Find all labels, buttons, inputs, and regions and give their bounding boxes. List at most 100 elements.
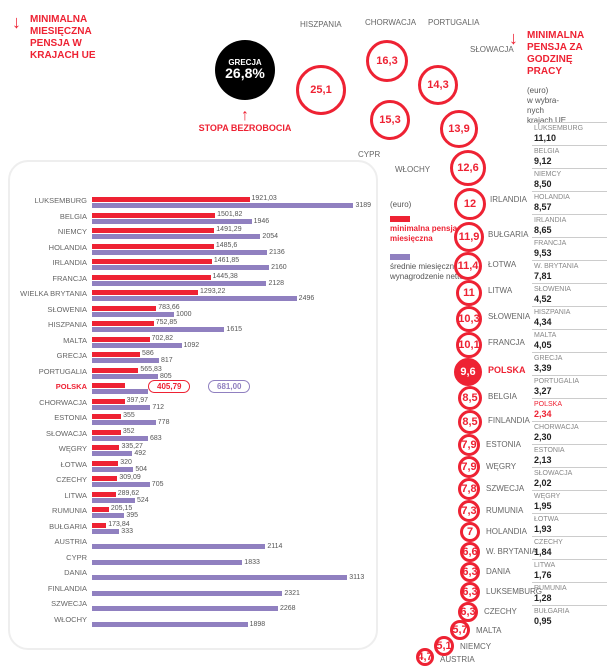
hourly-value: 3,39 [534,363,607,373]
hourly-row: LUKSEMBURG11,10 [532,122,607,145]
hourly-row: POLSKA2,34 [532,398,607,421]
hourly-country: W. BRYTANIA [534,263,607,271]
bubble-label: AUSTRIA [440,655,475,664]
bubble-label: RUMUNIA [486,506,523,515]
bubble-label: CHORWACJA [365,18,416,27]
hourly-row: GRECJA3,39 [532,352,607,375]
hourly-country: RUMUNIA [534,585,607,593]
bubble: 12 [454,188,486,220]
hourly-row: BELGIA9,12 [532,145,607,168]
hourly-country: ESTONIA [534,447,607,455]
hourly-country: LITWA [534,562,607,570]
bubble-label: SZWECJA [486,484,524,493]
hourly-value: 8,65 [534,225,607,235]
bubble-label: NIEMCY [460,642,491,651]
bubble: 7 [460,522,480,542]
bubble: 12,6 [450,150,486,186]
bubble-label: MALTA [476,626,501,635]
hourly-row: SŁOWACJA2,02 [532,467,607,490]
bubble-label: FINLANDIA [488,416,530,425]
hourly-country: CZECHY [534,539,607,547]
hourly-value: 9,53 [534,248,607,258]
bubble: 15,3 [370,100,410,140]
bubble: 6,3 [458,602,478,622]
hourly-country: HOLANDIA [534,194,607,202]
hourly-row: ESTONIA2,13 [532,444,607,467]
hourly-country: FRANCJA [534,240,607,248]
bubble-label: PORTUGALIA [428,18,479,27]
hourly-row: WĘGRY1,95 [532,490,607,513]
bubble: 4,7 [416,648,434,666]
hourly-value: 0,95 [534,616,607,626]
bubble-label: HISZPANIA [300,20,342,29]
bubble: 25,1 [296,65,346,115]
hourly-value: 8,57 [534,202,607,212]
bubble-label: SŁOWACJA [470,45,514,54]
hourly-value: 4,34 [534,317,607,327]
bubble-label: FRANCJA [488,338,525,347]
bubble-label: WŁOCHY [395,165,430,174]
hourly-row: SŁOWENIA4,52 [532,283,607,306]
title-right: ↓ MINIMALNA PENSJA ZA GODZINĘ PRACY [527,30,605,78]
bubble-label: LITWA [488,286,512,295]
bubble-label: HOLANDIA [486,527,527,536]
hourly-row: NIEMCY8,50 [532,168,607,191]
hourly-value: 2,30 [534,432,607,442]
hourly-country: PORTUGALIA [534,378,607,386]
hourly-country: POLSKA [534,401,607,409]
bubble: 8,5 [458,386,482,410]
hourly-row: MALTA4,05 [532,329,607,352]
hourly-country: CHORWACJA [534,424,607,432]
bubble-label: DANIA [486,567,510,576]
hourly-country: BELGIA [534,148,607,156]
hourly-row: CHORWACJA2,30 [532,421,607,444]
hourly-value: 9,12 [534,156,607,166]
bubble-label: POLSKA [488,366,526,375]
hourly-value: 1,28 [534,593,607,603]
right-subtitle: (euro) w wybra- nych krajach UE [527,86,605,126]
bubble: 9,6 [454,358,482,386]
hourly-value: 1,95 [534,501,607,511]
hourly-row: ŁOTWA1,93 [532,513,607,536]
bubble: 6,3 [460,562,480,582]
hourly-row: FRANCJA9,53 [532,237,607,260]
bubble: 11 [456,280,482,306]
hourly-country: NIEMCY [534,171,607,179]
bubble-label: ŁOTWA [488,260,516,269]
bubble-label: WĘGRY [486,462,516,471]
bubble: 7,8 [458,478,480,500]
bubble-label: CYPR [358,150,380,159]
bubble: 16,3 [366,40,408,82]
hourly-value: 8,50 [534,179,607,189]
hourly-value: 4,52 [534,294,607,304]
hourly-country: IRLANDIA [534,217,607,225]
hourly-value: 3,27 [534,386,607,396]
bubble: 14,3 [418,65,458,105]
hourly-row: LITWA1,76 [532,559,607,582]
hourly-value: 1,76 [534,570,607,580]
hourly-country: GRECJA [534,355,607,363]
hourly-value: 2,02 [534,478,607,488]
hourly-row: W. BRYTANIA7,81 [532,260,607,283]
hourly-row: BUŁGARIA0,95 [532,605,607,628]
bubble-label: ESTONIA [486,440,521,449]
bubble-chart: 25,1 HISZPANIA 16,3 CHORWACJA 14,3 PORTUGALIA… [0,0,615,669]
bubble: 6,3 [460,582,480,602]
bubble-label: CZECHY [484,607,517,616]
arrow-down-icon: ↓ [509,32,518,44]
hourly-country: SŁOWENIA [534,286,607,294]
hourly-value: 1,93 [534,524,607,534]
hourly-country: MALTA [534,332,607,340]
bubble: 11,4 [454,252,482,280]
bubble-label: W. BRYTANIA [486,547,537,556]
bubble: 5,7 [450,620,470,640]
bubble: 10,3 [456,306,482,332]
hourly-country: HISZPANIA [534,309,607,317]
title-right-text: MINIMALNA PENSJA ZA GODZINĘ PRACY [527,30,584,77]
hourly-row: PORTUGALIA3,27 [532,375,607,398]
hourly-row: HOLANDIA8,57 [532,191,607,214]
hourly-country: SŁOWACJA [534,470,607,478]
hourly-country: WĘGRY [534,493,607,501]
bubble: 10,1 [456,332,482,358]
bubble: 7,9 [458,434,480,456]
